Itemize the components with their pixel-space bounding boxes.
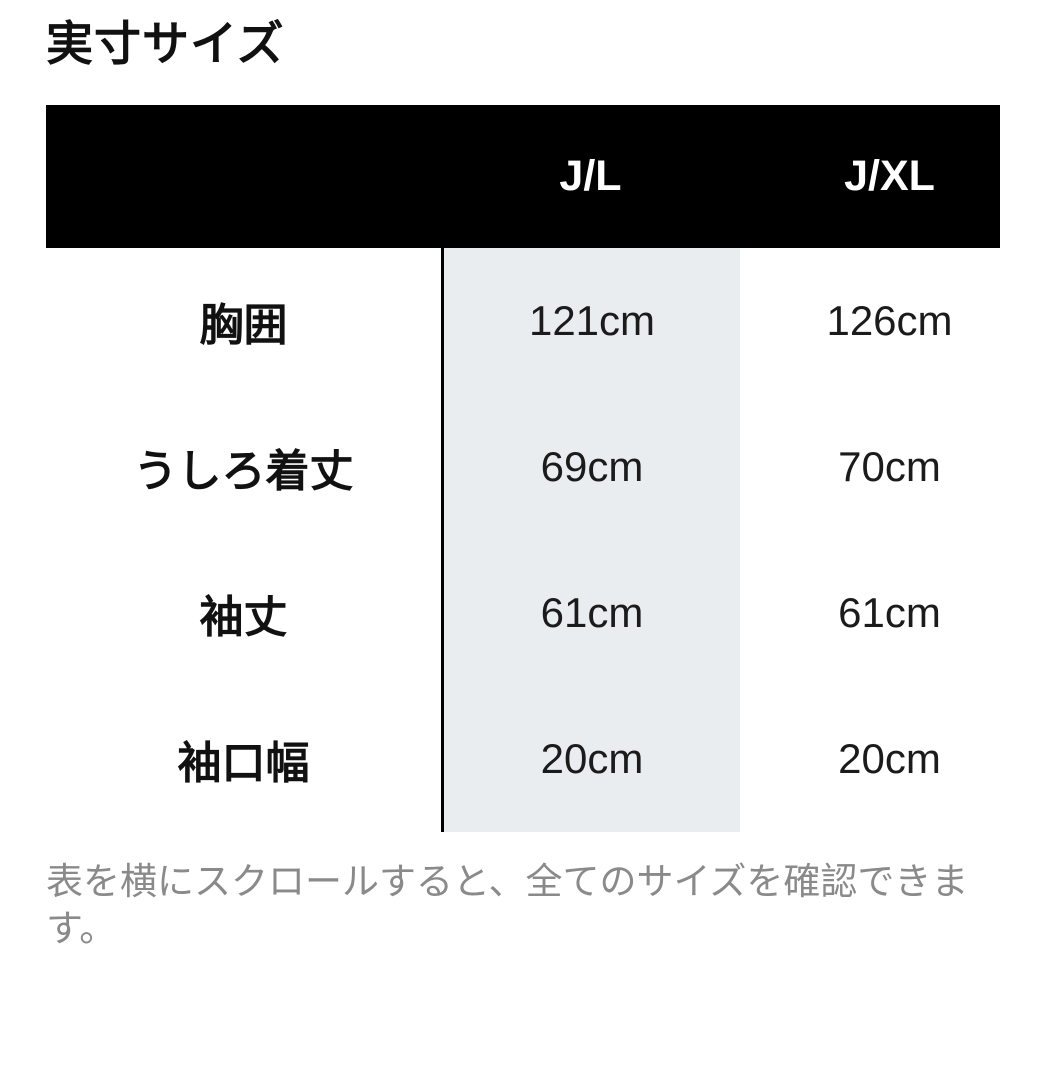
- row-label: うしろ着丈: [133, 447, 354, 496]
- table-row-cuff-width: 袖口幅 20cm 20cm: [46, 686, 1000, 832]
- size-table: J/L J/XL 胸囲 121cm 126cm うしろ着丈 69cm 70cm …: [46, 105, 1000, 832]
- size-table-header-row: J/L J/XL: [46, 105, 1000, 248]
- table-row-chest: 胸囲 121cm 126cm: [46, 248, 1000, 394]
- column-header-jl: J/L: [559, 152, 622, 200]
- cell-value-jxl: 20cm: [838, 735, 941, 782]
- header-corner-cell: [46, 105, 441, 248]
- cell-value-jxl: 70cm: [838, 443, 941, 490]
- cell-value-jxl: 61cm: [838, 589, 941, 636]
- cell-value-jl: 69cm: [441, 394, 740, 540]
- table-row-back-length: うしろ着丈 69cm 70cm: [46, 394, 1000, 540]
- row-label: 袖丈: [199, 593, 288, 642]
- cell-value-jl: 121cm: [441, 248, 740, 394]
- cell-value-jl: 61cm: [441, 540, 740, 686]
- column-header-jxl: J/XL: [844, 152, 935, 200]
- section-title: 実寸サイズ: [46, 17, 285, 70]
- scroll-hint-text: 表を横にスクロールすると、全てのサイズを確認できます。: [46, 861, 969, 949]
- table-row-sleeve-length: 袖丈 61cm 61cm: [46, 540, 1000, 686]
- cell-value-jxl: 126cm: [826, 297, 953, 344]
- size-table-viewport[interactable]: J/L J/XL 胸囲 121cm 126cm うしろ着丈 69cm 70cm …: [46, 105, 1000, 832]
- row-label: 袖口幅: [177, 739, 310, 788]
- row-label: 胸囲: [199, 301, 288, 350]
- cell-value-jl: 20cm: [441, 686, 740, 832]
